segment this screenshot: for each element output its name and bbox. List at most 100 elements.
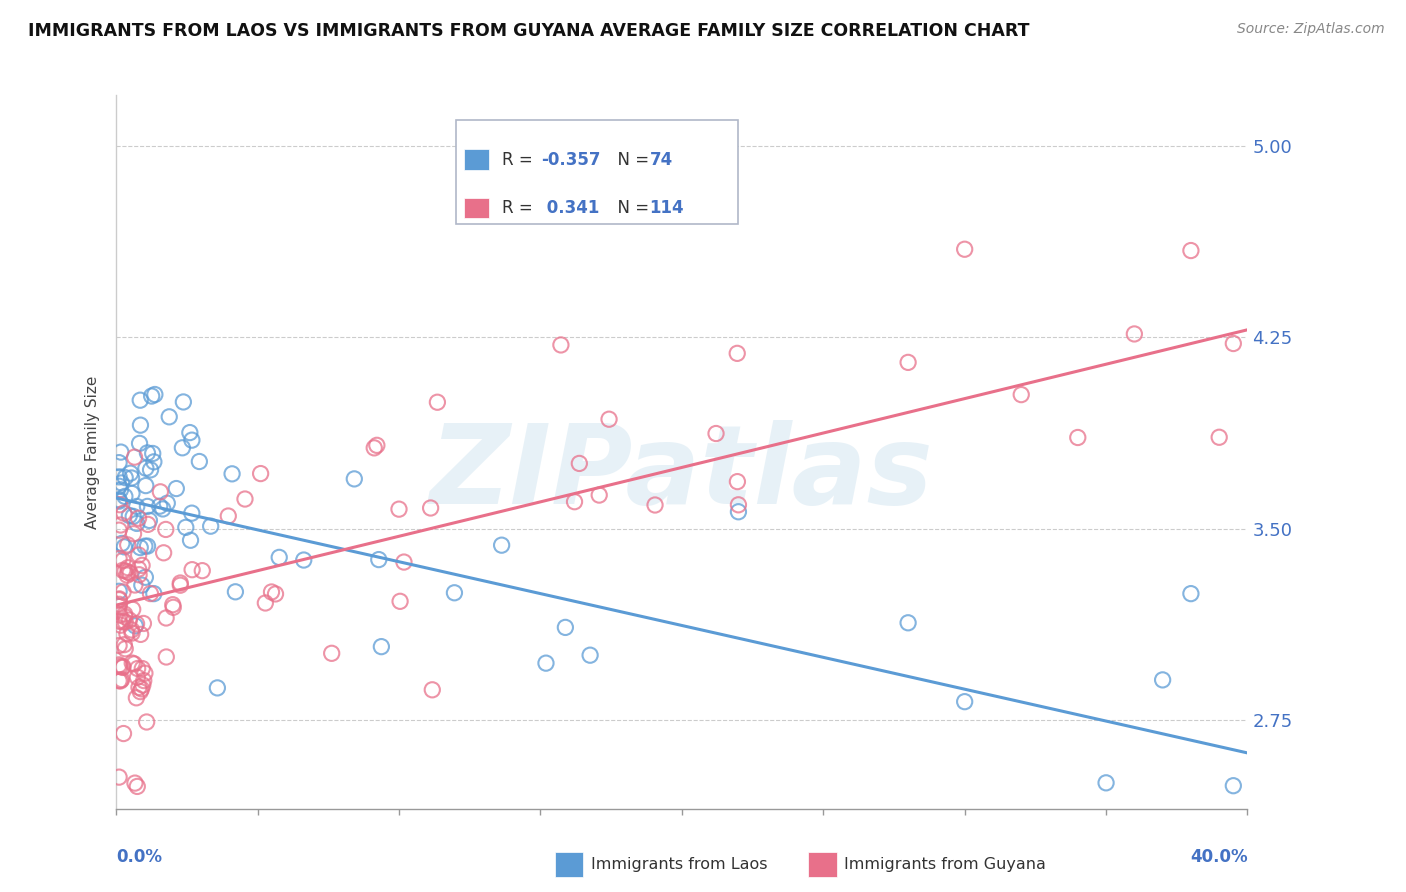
Point: [112, 726, 135, 740]
Text: 114: 114: [650, 199, 685, 218]
Point: [121, 471, 143, 485]
Point: [162, 598, 184, 612]
Point: [108, 551, 131, 566]
Point: [224, 584, 246, 599]
Point: [725, 346, 748, 360]
Point: [110, 673, 132, 687]
Point: [132, 673, 155, 688]
Point: [120, 466, 142, 480]
Point: [111, 615, 134, 629]
Point: [188, 454, 211, 468]
Point: [181, 563, 204, 577]
Point: [172, 395, 194, 409]
Point: [367, 552, 389, 566]
Point: [233, 491, 256, 506]
Point: [1010, 387, 1032, 401]
Point: [953, 242, 976, 256]
Point: [142, 455, 165, 469]
Text: Source: ZipAtlas.com: Source: ZipAtlas.com: [1237, 22, 1385, 37]
Text: N =: N =: [607, 199, 655, 218]
Point: [149, 499, 172, 513]
Point: [128, 567, 150, 582]
Point: [111, 659, 134, 673]
Point: [125, 616, 148, 631]
Text: R =: R =: [502, 199, 538, 218]
Point: [118, 508, 141, 523]
Point: [127, 780, 149, 794]
Point: [125, 500, 148, 514]
Point: [121, 602, 143, 616]
Point: [419, 500, 441, 515]
Point: [108, 498, 131, 512]
Point: [124, 578, 146, 592]
Point: [174, 520, 197, 534]
Point: [392, 555, 415, 569]
Point: [124, 619, 146, 633]
Point: [121, 486, 143, 500]
Point: [128, 681, 150, 695]
Point: [129, 541, 152, 555]
Point: [114, 607, 136, 622]
Point: [136, 517, 159, 532]
Point: [155, 650, 177, 665]
Point: [132, 678, 155, 692]
Point: [131, 681, 153, 696]
Point: [172, 441, 194, 455]
Point: [254, 596, 277, 610]
Point: [343, 472, 366, 486]
Point: [136, 446, 159, 460]
Point: [128, 562, 150, 576]
Point: [134, 666, 156, 681]
Point: [114, 641, 136, 656]
Point: [111, 660, 134, 674]
Point: [112, 638, 135, 652]
Point: [152, 502, 174, 516]
Point: [127, 670, 149, 684]
Point: [704, 426, 727, 441]
Text: IMMIGRANTS FROM LAOS VS IMMIGRANTS FROM GUYANA AVERAGE FAMILY SIZE CORRELATION C: IMMIGRANTS FROM LAOS VS IMMIGRANTS FROM …: [28, 22, 1029, 40]
Point: [180, 506, 202, 520]
Point: [1180, 587, 1202, 601]
Point: [108, 614, 131, 628]
Point: [129, 684, 152, 698]
Point: [111, 536, 134, 550]
Point: [128, 548, 150, 562]
Point: [141, 389, 163, 403]
Point: [156, 496, 179, 510]
Text: N =: N =: [607, 151, 655, 169]
Point: [897, 615, 920, 630]
Point: [169, 578, 191, 592]
Point: [269, 550, 291, 565]
Point: [129, 393, 152, 408]
Point: [117, 565, 139, 579]
Point: [129, 627, 152, 641]
Point: [120, 566, 142, 581]
Point: [117, 538, 139, 552]
Point: [138, 513, 160, 527]
Text: Immigrants from Guyana: Immigrants from Guyana: [844, 857, 1046, 871]
Point: [217, 508, 239, 523]
Point: [110, 445, 132, 459]
Point: [644, 498, 666, 512]
Point: [122, 657, 145, 671]
Point: [108, 591, 131, 606]
Point: [108, 523, 131, 537]
Point: [108, 479, 131, 493]
Point: [157, 409, 180, 424]
Point: [1222, 336, 1244, 351]
Point: [112, 585, 135, 599]
Point: [953, 695, 976, 709]
Point: [443, 586, 465, 600]
Point: [1152, 673, 1174, 687]
Point: [129, 418, 152, 433]
Point: [114, 609, 136, 624]
Point: [149, 484, 172, 499]
Point: [132, 616, 155, 631]
Point: [321, 646, 343, 660]
Text: R =: R =: [502, 151, 538, 169]
Point: [110, 618, 132, 632]
Point: [125, 516, 148, 531]
Point: [134, 539, 156, 553]
Point: [114, 489, 136, 503]
Point: [108, 597, 131, 611]
